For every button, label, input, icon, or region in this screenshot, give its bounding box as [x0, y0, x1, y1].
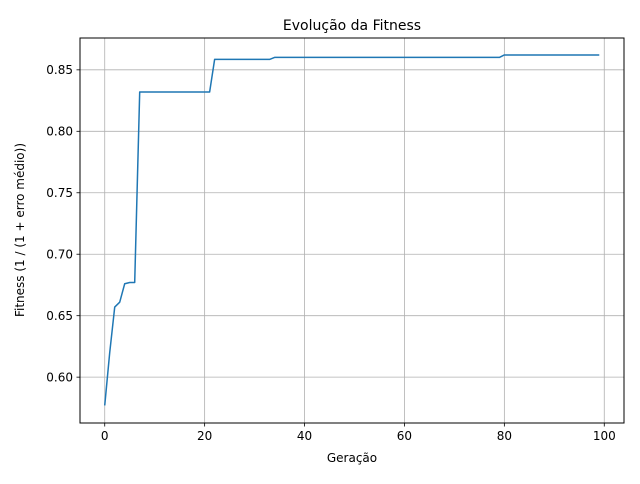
x-tick-label: 0 — [101, 429, 109, 443]
y-tick-label: 0.65 — [46, 309, 73, 323]
plot-area — [103, 54, 600, 406]
x-axis-ticks: 0 20 40 60 80 100 — [101, 423, 616, 443]
y-tick-label: 0.85 — [46, 63, 73, 77]
y-axis-label: Fitness (1 / (1 + erro médio)) — [13, 143, 27, 317]
x-tick-label: 40 — [297, 429, 312, 443]
y-tick-label: 0.80 — [46, 125, 73, 139]
x-tick-label: 80 — [497, 429, 512, 443]
grid — [80, 38, 624, 423]
x-tick-label: 60 — [397, 429, 412, 443]
chart-title: Evolução da Fitness — [283, 18, 421, 34]
x-tick-label: 20 — [197, 429, 212, 443]
y-tick-label: 0.75 — [46, 186, 73, 200]
y-axis-ticks: 0.60 0.65 0.70 0.75 0.80 0.85 — [46, 63, 80, 384]
y-tick-label: 0.60 — [46, 370, 73, 384]
fitness-series-line — [103, 54, 600, 406]
x-tick-label: 100 — [593, 429, 616, 443]
y-tick-label: 0.70 — [46, 248, 73, 262]
x-axis-label: Geração — [327, 451, 377, 465]
axes-frame — [79, 37, 625, 424]
